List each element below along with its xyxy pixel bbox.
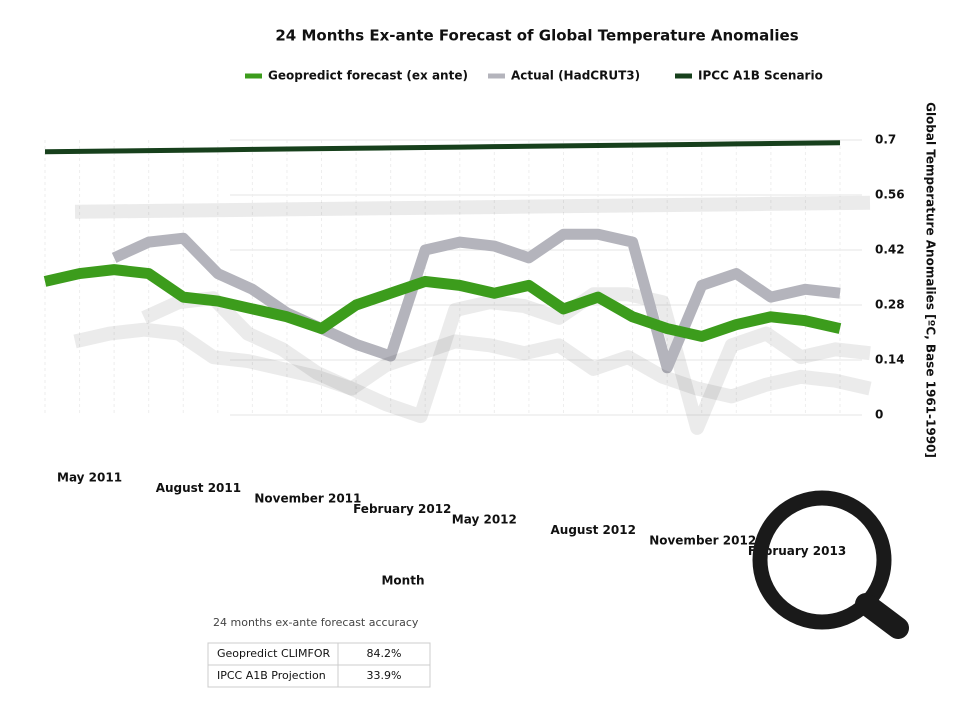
legend-label: IPCC A1B Scenario <box>698 69 823 83</box>
legend-label: Geopredict forecast (ex ante) <box>268 69 468 83</box>
series-line <box>43 264 842 342</box>
x-tick-label: May 2012 <box>452 513 517 527</box>
y-axis-title: Global Temperature Anomalies [ºC, Base 1… <box>924 102 938 458</box>
zoom-icon[interactable] <box>752 490 909 639</box>
y-tick-label: 0.42 <box>875 243 905 257</box>
legend-label: Actual (HadCRUT3) <box>511 69 640 83</box>
x-axis-title: Month <box>381 574 424 588</box>
series-shadow <box>73 322 872 404</box>
table-cell: 33.9% <box>367 669 402 682</box>
series-shadow <box>141 287 871 435</box>
y-tick-label: 0.14 <box>875 353 905 367</box>
y-tick-label: 0 <box>875 408 883 422</box>
series-shadow <box>74 195 871 219</box>
accuracy-table: 24 months ex-ante forecast accuracy Geop… <box>207 616 431 688</box>
x-tick-label: May 2011 <box>57 471 122 485</box>
table-cell: 84.2% <box>367 647 402 660</box>
table-title: 24 months ex-ante forecast accuracy <box>213 616 419 629</box>
series-line <box>111 228 841 374</box>
x-tick-label: November 2012 <box>649 534 756 548</box>
x-tick-label: August 2012 <box>551 523 636 537</box>
y-tick-label: 0.56 <box>875 188 905 202</box>
x-tick-label: February 2012 <box>353 502 451 516</box>
table-cell: Geopredict CLIMFOR <box>217 647 330 660</box>
x-tick-label: November 2011 <box>254 492 361 506</box>
x-tick-label: August 2011 <box>156 481 241 495</box>
table-cell: IPCC A1B Projection <box>217 669 326 682</box>
y-tick-label: 0.28 <box>875 298 905 312</box>
chart-title: 24 Months Ex-ante Forecast of Global Tem… <box>275 27 798 45</box>
series-line <box>44 140 841 155</box>
y-tick-label: 0.7 <box>875 133 896 147</box>
x-tick-label: February 2013 <box>748 544 846 558</box>
